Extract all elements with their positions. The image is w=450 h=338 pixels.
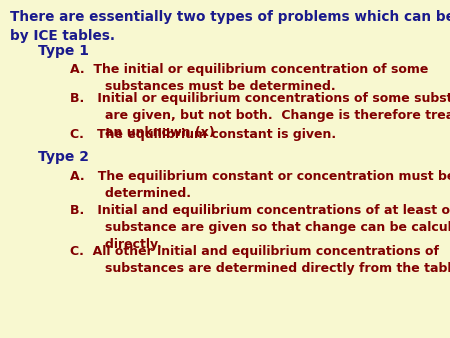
Text: A.  The initial or equilibrium concentration of some
        substances must be : A. The initial or equilibrium concentrat… [70,63,428,93]
Text: Type 1: Type 1 [38,44,89,58]
Text: A.   The equilibrium constant or concentration must be
        determined.: A. The equilibrium constant or concentra… [70,170,450,200]
Text: B.   Initial and equilibrium concentrations of at least one
        substance ar: B. Initial and equilibrium concentration… [70,204,450,251]
Text: There are essentially two types of problems which can be analyzed
by ICE tables.: There are essentially two types of probl… [10,10,450,43]
Text: B.   Initial or equilibrium concentrations of some substances
        are given,: B. Initial or equilibrium concentrations… [70,92,450,139]
Text: Type 2: Type 2 [38,150,89,164]
Text: C.  All other initial and equilibrium concentrations of
        substances are d: C. All other initial and equilibrium con… [70,245,450,275]
Text: C.   The equilibrium constant is given.: C. The equilibrium constant is given. [70,128,336,141]
